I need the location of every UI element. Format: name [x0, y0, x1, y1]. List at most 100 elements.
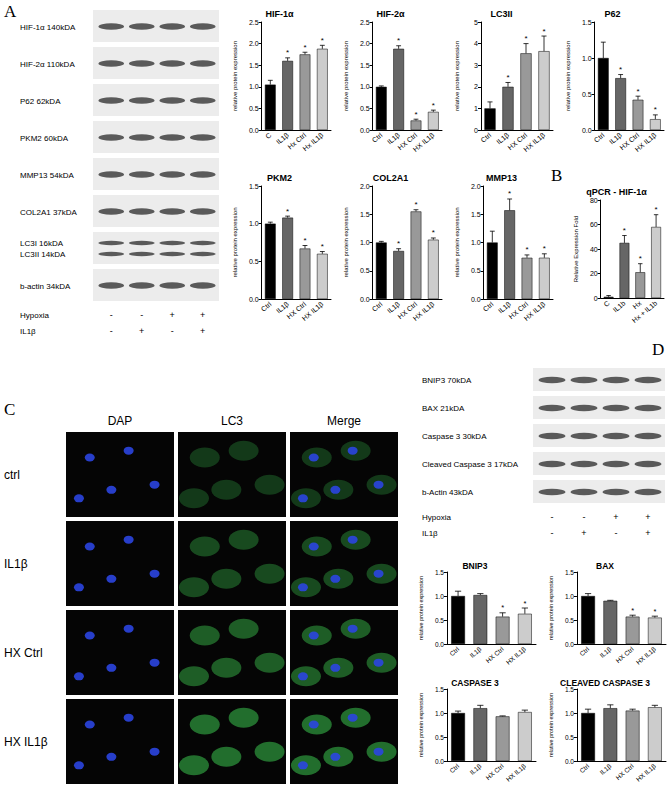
svg-text:1.0: 1.0 [435, 593, 444, 600]
svg-text:Hx: Hx [631, 299, 642, 310]
svg-text:CASPASE 3: CASPASE 3 [451, 678, 499, 688]
svg-text:Ctrl: Ctrl [593, 131, 606, 144]
svg-text:1.0: 1.0 [435, 710, 444, 717]
svg-text:HX IL1β: HX IL1β [522, 131, 547, 153]
svg-text:relative protein expression: relative protein expression [565, 41, 571, 111]
svg-text:0.5: 0.5 [360, 267, 370, 274]
svg-text:+: + [139, 326, 144, 336]
svg-text:relative protein expression: relative protein expression [454, 41, 460, 111]
svg-text:Hx IL1β: Hx IL1β [301, 131, 325, 153]
svg-text:CLEAVED CASPASE 3: CLEAVED CASPASE 3 [560, 678, 650, 688]
svg-text:HX Ctrl: HX Ctrl [484, 645, 505, 664]
svg-text:HX IL1β: HX IL1β [4, 735, 48, 749]
svg-text:-: - [551, 528, 554, 538]
svg-text:HX IL1β: HX IL1β [635, 645, 658, 666]
svg-text:0.0: 0.0 [360, 127, 370, 134]
svg-text:IL1β: IL1β [468, 762, 483, 777]
svg-text:relative protein expression: relative protein expression [418, 693, 424, 757]
svg-text:0.0: 0.0 [249, 296, 259, 303]
svg-text:relative protein expression: relative protein expression [548, 693, 554, 757]
svg-text:P62 62kDA: P62 62kDA [20, 97, 61, 106]
svg-text:60: 60 [590, 221, 598, 228]
svg-text:20: 20 [590, 270, 598, 277]
svg-text:5: 5 [474, 19, 478, 26]
svg-text:HX Ctrl: HX Ctrl [614, 645, 635, 664]
svg-text:C: C [602, 299, 610, 308]
svg-text:1.5: 1.5 [565, 569, 574, 576]
svg-text:2.0: 2.0 [360, 40, 370, 47]
svg-text:*: * [631, 606, 634, 615]
svg-text:HX Ctrl: HX Ctrl [484, 762, 505, 781]
svg-text:HIF-1α 140kDA: HIF-1α 140kDA [20, 23, 76, 32]
svg-text:*: * [397, 36, 400, 45]
svg-text:1.0: 1.0 [360, 83, 370, 90]
svg-text:*: * [303, 43, 306, 52]
svg-text:40: 40 [590, 246, 598, 253]
svg-text:+: + [613, 512, 618, 522]
svg-text:0.0: 0.0 [249, 127, 259, 134]
svg-text:Relative Expression Fold: Relative Expression Fold [573, 216, 579, 282]
svg-text:relative protein expression: relative protein expression [343, 207, 349, 277]
svg-text:-: - [140, 310, 143, 320]
svg-text:0.0: 0.0 [582, 127, 592, 134]
svg-text:*: * [286, 48, 289, 57]
svg-text:-: - [583, 512, 586, 522]
svg-text:0.5: 0.5 [249, 105, 259, 112]
svg-text:1: 1 [474, 105, 478, 112]
svg-text:HX IL1β: HX IL1β [301, 300, 326, 322]
svg-text:3: 3 [474, 62, 478, 69]
svg-text:1.5: 1.5 [249, 62, 259, 69]
svg-text:IL1β: IL1β [468, 645, 483, 660]
svg-text:1.0: 1.0 [360, 239, 370, 246]
svg-text:1.5: 1.5 [471, 211, 481, 218]
svg-text:0: 0 [594, 295, 598, 302]
svg-text:ctrl: ctrl [4, 468, 20, 482]
svg-text:Ctrl: Ctrl [578, 762, 591, 774]
svg-text:IL1β: IL1β [598, 762, 613, 777]
svg-text:2.0: 2.0 [471, 183, 481, 190]
svg-text:*: * [432, 101, 435, 110]
svg-text:Ctrl: Ctrl [578, 645, 591, 657]
svg-text:P62: P62 [604, 9, 620, 19]
svg-text:Hypoxia: Hypoxia [422, 513, 451, 522]
svg-text:*: * [653, 607, 656, 616]
svg-text:0.5: 0.5 [471, 267, 481, 274]
svg-text:LC3II 14kDA: LC3II 14kDA [20, 250, 66, 259]
svg-text:+: + [645, 528, 650, 538]
svg-text:*: * [619, 65, 622, 74]
svg-text:1.5: 1.5 [360, 211, 370, 218]
svg-text:*: * [636, 87, 639, 96]
svg-text:HX Ctrl: HX Ctrl [614, 762, 635, 781]
svg-text:PKM2: PKM2 [267, 173, 292, 183]
svg-text:*: * [508, 189, 511, 198]
svg-text:-: - [615, 528, 618, 538]
svg-text:+: + [581, 528, 586, 538]
svg-text:*: * [321, 36, 324, 45]
svg-text:Ctrl: Ctrl [448, 645, 461, 657]
svg-text:HIF-1α: HIF-1α [265, 9, 294, 19]
svg-text:relative protein expression: relative protein expression [418, 576, 424, 640]
svg-text:HX IL1β: HX IL1β [412, 300, 437, 322]
svg-text:1.5: 1.5 [435, 686, 444, 693]
svg-text:1.5: 1.5 [435, 569, 444, 576]
svg-text:HX IL1β: HX IL1β [505, 762, 528, 783]
svg-text:BAX: BAX [596, 561, 614, 571]
svg-text:1.0: 1.0 [249, 83, 259, 90]
svg-text:IL1b: IL1b [612, 299, 627, 313]
svg-text:IL1β: IL1β [598, 645, 613, 660]
svg-text:HX IL1β: HX IL1β [635, 762, 658, 783]
svg-text:Ctrl: Ctrl [482, 300, 495, 313]
svg-text:1.5: 1.5 [582, 19, 592, 26]
svg-text:0.5: 0.5 [565, 734, 574, 741]
svg-text:HX IL1β: HX IL1β [505, 645, 528, 666]
svg-text:0.0: 0.0 [360, 296, 370, 303]
svg-text:4: 4 [474, 40, 478, 47]
svg-text:Caspase 3 30kDA: Caspase 3 30kDA [422, 432, 487, 441]
svg-text:*: * [525, 245, 528, 254]
svg-text:*: * [543, 244, 546, 253]
svg-text:*: * [414, 110, 417, 119]
svg-text:HIF-2α: HIF-2α [376, 9, 405, 19]
svg-text:*: * [506, 73, 509, 82]
svg-text:relative protein expression: relative protein expression [232, 41, 238, 111]
svg-text:Hx + IL1b: Hx + IL1b [631, 299, 659, 324]
